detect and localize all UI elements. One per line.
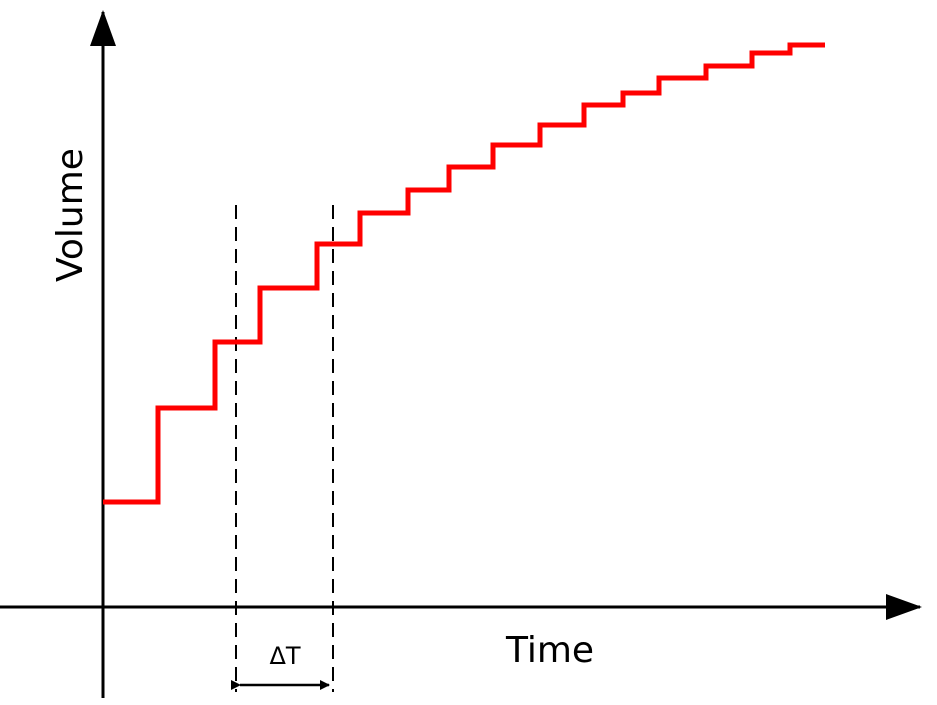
x-axis-label: Time — [505, 630, 594, 671]
y-axis-label: Volume — [50, 148, 91, 282]
interval-label: ΔT — [269, 642, 300, 670]
volume-step-line — [103, 42, 825, 505]
